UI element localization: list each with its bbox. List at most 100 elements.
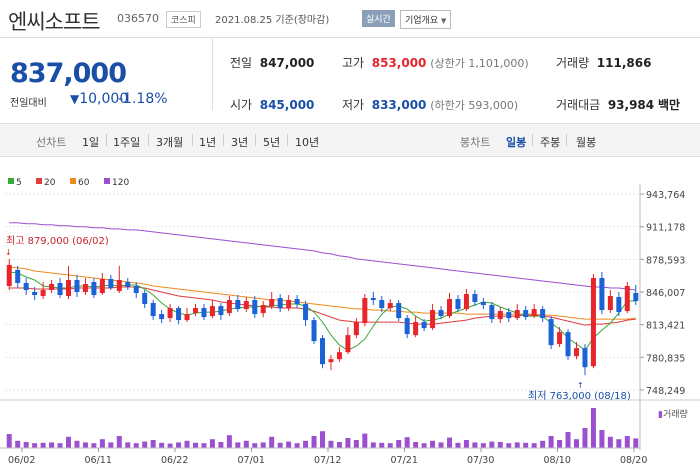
volume-bar [184, 440, 190, 448]
candle-body [531, 309, 537, 317]
divider [532, 134, 533, 146]
candle-body [616, 297, 622, 313]
volume-bar [125, 442, 131, 448]
x-axis: 06/02 06/11 06/22 07/01 07/12 07/21 07/30 08/10… [8, 448, 647, 466]
volume-label: ▮거래량 [658, 408, 688, 420]
candle-body [430, 310, 436, 329]
x-tick-label: 08/10 [544, 455, 571, 466]
company-name: 엔씨소프트 [8, 10, 101, 34]
candle-body [66, 279, 71, 297]
candle-body [607, 296, 613, 311]
volume-bar [74, 440, 80, 448]
candle-body [286, 300, 292, 309]
candle-body [159, 314, 165, 320]
period-5y[interactable]: 5년 [263, 136, 281, 149]
x-tick-label: 08/20 [620, 455, 647, 466]
stat-unit: 백만 [657, 98, 681, 112]
company-info-label: 기업개요 [405, 16, 439, 26]
volume-bar [252, 443, 258, 448]
candle-monthly[interactable]: 월봉 [576, 136, 597, 149]
volume-bar [23, 442, 29, 448]
divider [106, 134, 107, 146]
period-3m[interactable]: 3개월 [156, 136, 184, 149]
volume-bar [430, 440, 436, 448]
stat-open: 시가 845,000 [230, 96, 314, 113]
candle-body [125, 281, 131, 287]
stat-value: 845,000 [259, 98, 315, 112]
chart-legend: 5 20 60 120 [8, 178, 129, 188]
volume-bar [133, 443, 139, 448]
candle-body [193, 308, 198, 314]
max-arrow-icon: ↓ [5, 248, 12, 257]
divider [566, 134, 567, 146]
market-badge: 코스피 [166, 11, 201, 28]
company-info-dropdown[interactable]: 기업개요 ▼ [400, 10, 452, 29]
candle-body [32, 292, 38, 296]
volume-bar [57, 443, 63, 448]
volume-bar [116, 436, 122, 448]
volume-bar [447, 437, 452, 448]
candle-body [6, 264, 12, 286]
change-amount: 10,000 [79, 91, 129, 107]
ma120-line [9, 222, 636, 291]
volume-bar [370, 442, 376, 448]
candle-body [269, 299, 275, 307]
legend-swatch [104, 178, 110, 184]
candle-body [421, 322, 427, 329]
volume-bar [49, 442, 55, 448]
candle-body [506, 312, 512, 319]
candle-body [108, 278, 114, 288]
x-tick-label: 07/01 [238, 455, 265, 466]
volume-bar [523, 442, 529, 448]
candles [6, 258, 639, 376]
volume-bar [209, 439, 215, 448]
stat-label: 거래량 [556, 56, 590, 70]
candle-body [370, 298, 376, 301]
candle-body [523, 310, 529, 318]
volume-bar [218, 442, 224, 448]
period-10y[interactable]: 10년 [295, 136, 320, 149]
volume-bar [269, 436, 275, 448]
candle-body [438, 310, 444, 317]
volume-bar [421, 443, 427, 448]
candle-daily[interactable]: 일봉 [506, 136, 527, 149]
chart-grid [5, 193, 640, 391]
volume-bar [82, 442, 88, 448]
stat-high: 고가 853,000 (상한가 1,101,000) [342, 54, 529, 71]
candle-body [133, 285, 139, 294]
y-axis: 943,764 911,178 878,593 846,007 813,421 780,8… [0, 184, 700, 450]
x-tick-label: 06/22 [161, 455, 188, 466]
candle-body [413, 322, 419, 336]
stat-amount: 거래대금 93,984 백만 [556, 96, 680, 113]
volume-bar [294, 443, 300, 448]
volume-bar [201, 443, 207, 448]
y-tick-label: 911,178 [646, 223, 685, 234]
y-tick-label: 813,421 [646, 321, 685, 332]
volume-bar [142, 441, 148, 448]
period-1w[interactable]: 1주일 [113, 136, 141, 149]
volume-bar [159, 442, 165, 448]
candle-body [472, 294, 478, 303]
volume-bar [590, 408, 596, 448]
stat-note: (상한가 1,101,000) [430, 57, 529, 70]
period-3y[interactable]: 3년 [231, 136, 249, 149]
min-arrow-icon: ↑ [577, 381, 584, 390]
volume-bar [345, 438, 351, 448]
candle-body [497, 311, 503, 320]
legend-swatch [8, 178, 14, 184]
divider [255, 134, 256, 146]
candle-weekly[interactable]: 주봉 [540, 136, 561, 149]
legend-label: 5 [16, 178, 22, 188]
realtime-button[interactable]: 실시간 [362, 10, 395, 27]
period-1d[interactable]: 1일 [82, 136, 100, 149]
candle-body [91, 281, 97, 296]
down-triangle-icon: ▼ [70, 92, 80, 106]
candle-body [303, 304, 309, 321]
candle-chart-label: 봉차트 [460, 136, 491, 149]
period-1y[interactable]: 1년 [199, 136, 217, 149]
volume-bar [176, 442, 182, 448]
price-chart[interactable]: 5 20 60 120 943,764 911,178 878,593 846,007 813… [0, 168, 700, 474]
volume-bar [404, 437, 410, 448]
candle-body [455, 299, 461, 310]
volume-bar [320, 431, 325, 448]
